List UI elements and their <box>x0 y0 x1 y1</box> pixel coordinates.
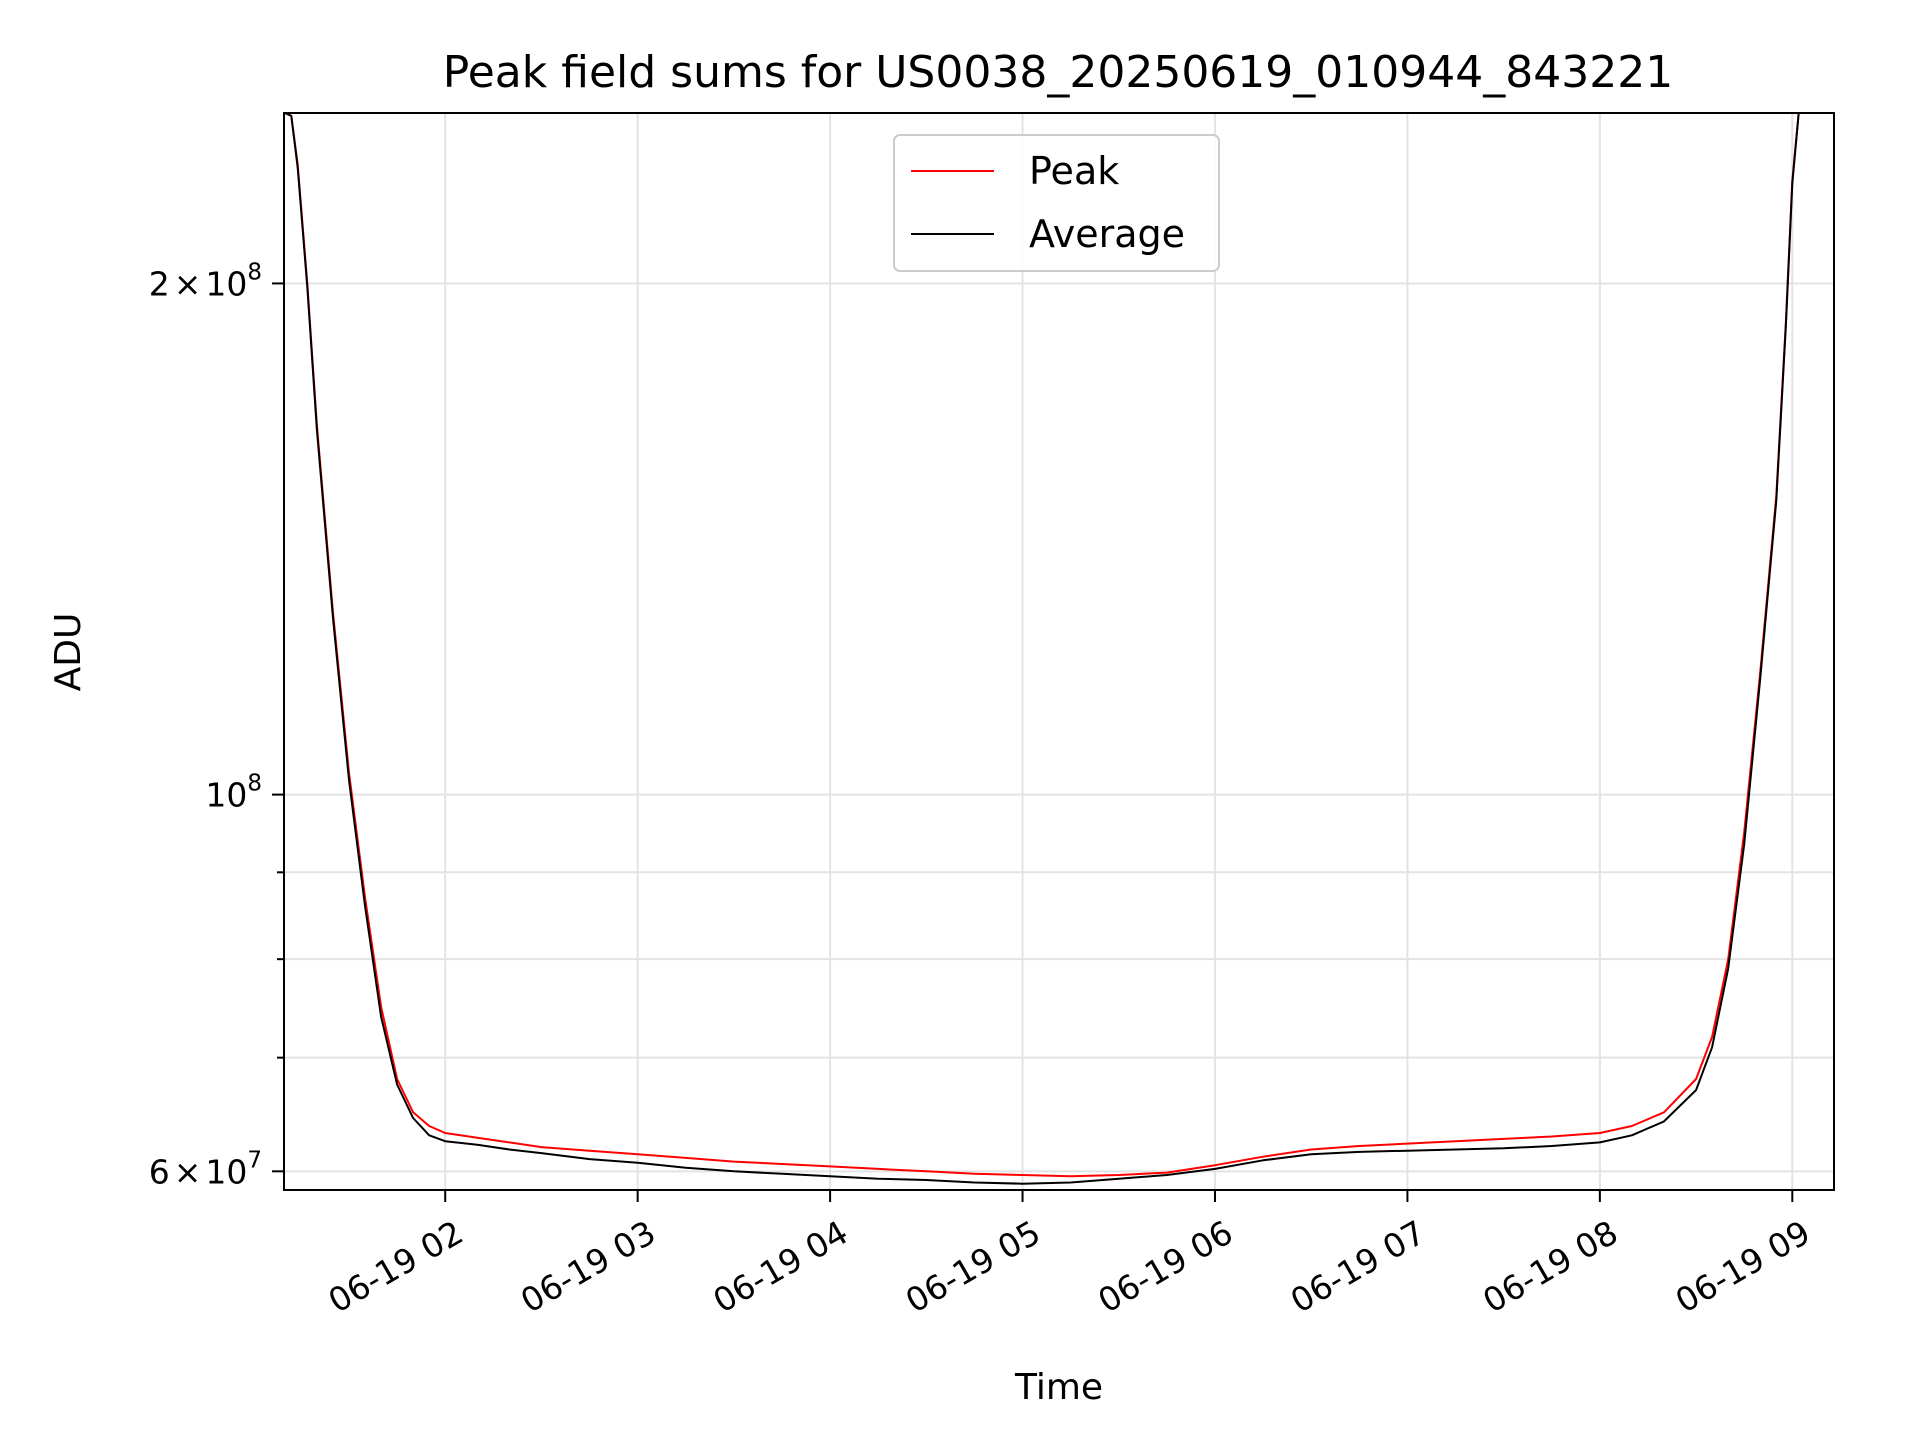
plot-frame <box>283 112 1835 1191</box>
y-tick-exponent: 7 <box>247 1147 262 1173</box>
series-line-average <box>284 112 1800 1185</box>
y-tick-exponent: 8 <box>247 771 262 797</box>
legend: Peak Average <box>893 134 1220 272</box>
y-tick-mantissa: 2 <box>149 264 170 303</box>
y-tick-times: × <box>174 264 202 303</box>
y-tick-mantissa: 6 <box>149 1152 170 1191</box>
chart-title: Peak field sums for US0038_20250619_0109… <box>443 47 1673 98</box>
y-tick-base: 10 <box>205 1152 247 1191</box>
y-tick-exponent: 8 <box>247 259 262 285</box>
y-tick-base: 10 <box>205 776 247 815</box>
y-tick-label: 6 × 107 <box>149 1147 262 1191</box>
x-axis-label: Time <box>1014 1367 1103 1408</box>
y-tick-label: 108 <box>205 771 262 815</box>
grid-lines <box>284 113 1834 1190</box>
legend-label-average: Average <box>1029 212 1185 256</box>
legend-label-peak: Peak <box>1029 149 1119 193</box>
series-layer <box>284 112 1800 1185</box>
y-axis-label: ADU <box>48 613 89 692</box>
y-tick-label: 2 × 108 <box>149 259 262 303</box>
y-tick-times: × <box>174 1152 202 1191</box>
series-line-peak <box>284 112 1800 1178</box>
legend-box <box>893 134 1220 272</box>
y-tick-base: 10 <box>205 264 247 303</box>
